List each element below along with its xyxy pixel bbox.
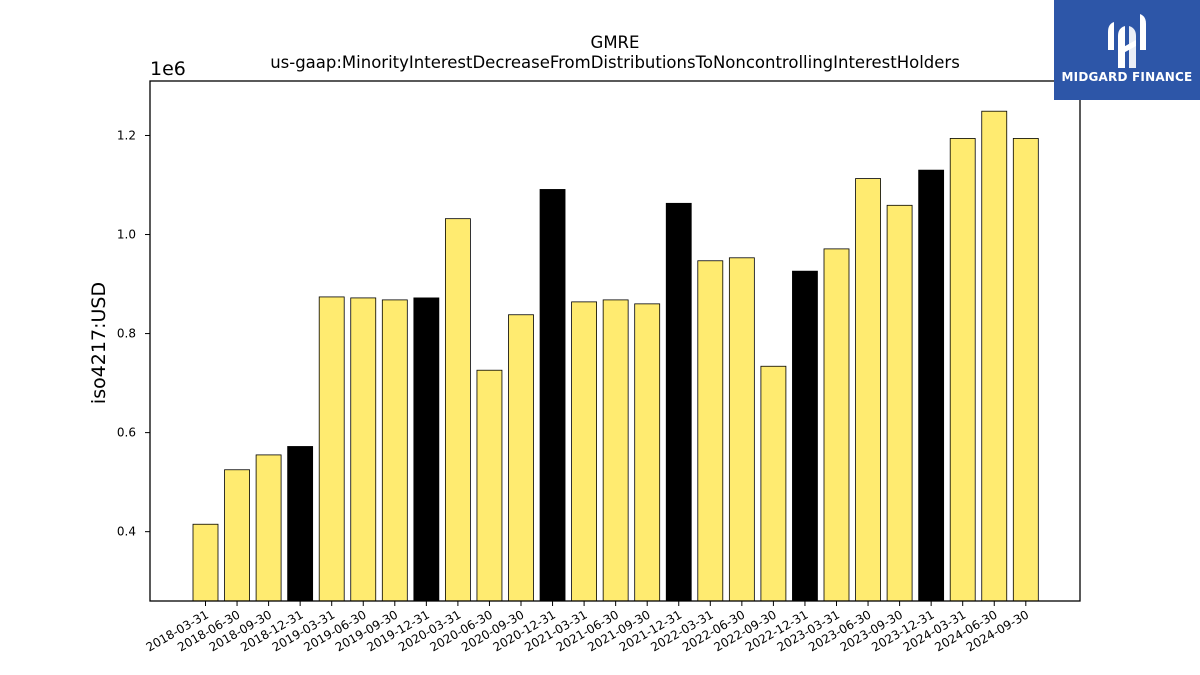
bar-2021-12-31 bbox=[665, 202, 692, 602]
y-axis-ticks: 0.4 0.6 0.8 1.0 1.2 bbox=[117, 128, 150, 539]
bar-2021-03-31 bbox=[571, 301, 597, 602]
bar-2019-09-30 bbox=[381, 299, 408, 602]
bar-2022-06-30 bbox=[728, 257, 755, 602]
y-tick-label: 0.8 bbox=[117, 327, 136, 341]
bars-group bbox=[192, 110, 1039, 602]
bar-2024-09-30 bbox=[1012, 138, 1039, 602]
bar-2019-03-31 bbox=[318, 296, 345, 602]
midgard-logo-icon bbox=[1108, 14, 1146, 68]
bar-2021-09-30 bbox=[634, 303, 661, 602]
bar-2023-09-30 bbox=[886, 204, 913, 602]
plot-frame bbox=[149, 80, 1081, 602]
bar-2023-03-31 bbox=[823, 248, 850, 602]
bar-2018-06-30 bbox=[224, 469, 250, 602]
bar-2020-12-31 bbox=[539, 189, 566, 602]
bar-2019-12-31 bbox=[413, 297, 440, 602]
brand-logo: MIDGARD FINANCE bbox=[1054, 0, 1200, 100]
bar-2021-06-30 bbox=[602, 299, 629, 602]
bar-2020-09-30 bbox=[508, 314, 534, 602]
bar-2024-06-30 bbox=[981, 110, 1008, 602]
bar-2019-06-30 bbox=[350, 297, 377, 602]
bar-2024-03-31 bbox=[949, 138, 976, 602]
bar-2018-12-31 bbox=[287, 446, 314, 602]
bar-2023-06-30 bbox=[855, 178, 881, 602]
bar-2020-06-30 bbox=[476, 369, 503, 602]
logo-text: MIDGARD FINANCE bbox=[1061, 70, 1193, 84]
bar-2022-09-30 bbox=[760, 365, 787, 602]
y-tick-label: 0.4 bbox=[117, 525, 136, 539]
y-tick-label: 1.2 bbox=[117, 128, 136, 142]
chart-subtitle: us-gaap:MinorityInterestDecreaseFromDist… bbox=[270, 53, 960, 72]
chart-title: GMRE bbox=[591, 33, 640, 52]
bar-2022-03-31 bbox=[697, 260, 724, 602]
bar-2020-03-31 bbox=[444, 218, 471, 602]
bar-2023-12-31 bbox=[918, 169, 945, 602]
y-axis-label: iso4217:USD bbox=[88, 282, 110, 404]
y-tick-label: 1.0 bbox=[117, 228, 136, 242]
y-tick-label: 0.6 bbox=[117, 426, 136, 440]
bar-2018-09-30 bbox=[255, 454, 282, 602]
bar-2018-03-31 bbox=[192, 523, 219, 602]
bar-2022-12-31 bbox=[792, 270, 818, 602]
y-scale-label: 1e6 bbox=[150, 58, 186, 80]
x-axis-ticks: 2018-03-312018-06-302018-09-302018-12-31… bbox=[144, 601, 1031, 654]
